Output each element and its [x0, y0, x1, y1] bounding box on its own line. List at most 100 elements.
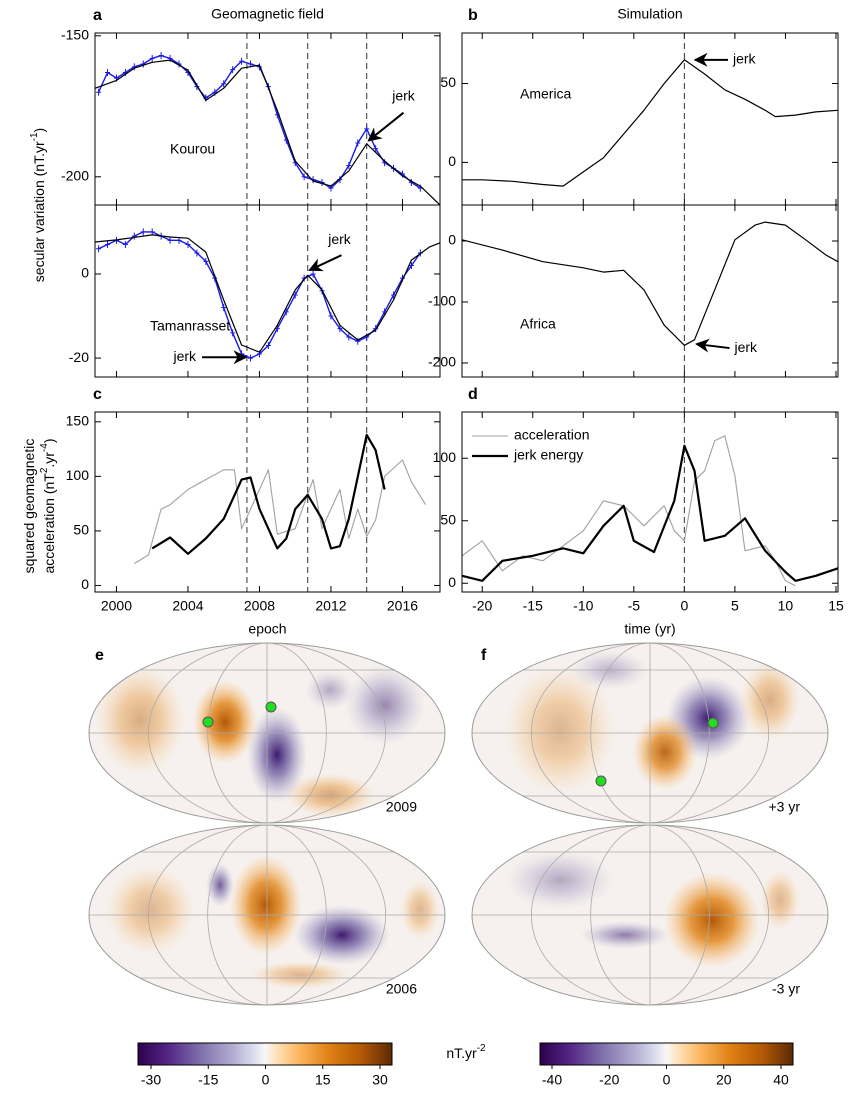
data-line	[151, 433, 386, 555]
map	[472, 825, 828, 1005]
plot-frame	[461, 32, 839, 206]
annotation: jerk	[732, 51, 757, 67]
data-point	[337, 325, 343, 333]
field-blob	[400, 880, 440, 940]
data-point	[122, 241, 128, 249]
x-tick-label: 2000	[101, 598, 132, 614]
field-blob	[285, 773, 375, 817]
panel-letter: a	[93, 7, 102, 24]
station	[707, 717, 719, 729]
data-point	[373, 145, 379, 153]
data-point	[230, 66, 236, 74]
label-part: )	[31, 128, 47, 133]
y-tick-label: 50	[440, 74, 456, 90]
label-part: squared geomagnetic	[21, 439, 37, 574]
map-border	[88, 824, 446, 1006]
annotation: jerk	[327, 231, 352, 247]
data-point	[140, 228, 146, 236]
colorbar-tick-label: 15	[315, 1072, 331, 1088]
data-line	[462, 435, 796, 587]
y-tick-label: -200	[61, 168, 89, 184]
field-blob	[760, 870, 800, 930]
data-point	[319, 178, 325, 186]
data-point	[355, 139, 361, 147]
y-tick-label: 100	[433, 449, 457, 465]
field-blob	[345, 665, 425, 745]
field-blob	[206, 863, 234, 907]
map-label: 2009	[386, 799, 417, 815]
x-axis-label: time (yr)	[624, 621, 675, 637]
label-part: nT.yr	[446, 1045, 477, 1061]
x-tick-label: 2008	[244, 598, 275, 614]
data-point	[239, 57, 245, 65]
colorbar-tick-label: 20	[716, 1072, 732, 1088]
data-line	[462, 221, 838, 346]
field-blob	[247, 707, 307, 803]
y-axis-label: squared geomagnetic	[21, 439, 37, 574]
data-point	[185, 241, 191, 249]
map-border	[88, 642, 446, 824]
data-line	[97, 54, 421, 189]
x-tick-label: 2004	[172, 598, 203, 614]
map-border	[471, 642, 829, 824]
map-label: 2006	[386, 981, 417, 997]
y-tick-label: 0	[448, 232, 456, 248]
x-tick-label: 2016	[387, 598, 418, 614]
colorbar-tick-label: -20	[599, 1072, 619, 1088]
data-point	[328, 312, 334, 320]
field-blob	[95, 665, 185, 775]
colorbar-tick-label: 0	[262, 1072, 270, 1088]
data-line	[95, 59, 440, 205]
data-line	[462, 59, 838, 187]
superscript: -1	[29, 132, 40, 141]
colorbar	[137, 1042, 393, 1066]
colorbar-tick-label: -30	[141, 1072, 161, 1088]
data-point	[373, 325, 379, 333]
plot-frame	[94, 32, 441, 206]
data-point	[355, 337, 361, 345]
y-tick-label: 50	[73, 522, 89, 538]
superscript: -4	[39, 443, 50, 452]
station	[595, 775, 607, 787]
field-blob	[505, 850, 615, 910]
data-point	[301, 173, 307, 181]
data-point	[194, 249, 200, 257]
field-blob	[193, 680, 257, 764]
data-point	[221, 80, 227, 88]
superscript: 2	[39, 467, 50, 473]
x-tick-label: 5	[731, 598, 739, 614]
field-blob	[230, 855, 302, 955]
y-axis-label: acceleration (nT2.yr-4)	[39, 438, 57, 573]
y-tick-label: 0	[81, 576, 89, 592]
colorbar-tick-label: 30	[372, 1072, 388, 1088]
map	[89, 825, 445, 1005]
annotation: jerk	[391, 87, 416, 103]
legend-label: acceleration	[514, 427, 590, 443]
map	[472, 643, 828, 823]
data-line	[462, 444, 838, 582]
map-label: +3 yr	[768, 799, 800, 815]
colorbar-tick-label: -40	[542, 1072, 562, 1088]
x-tick-label: -15	[523, 598, 543, 614]
y-tick-label: 150	[66, 413, 90, 429]
x-tick-label: 10	[778, 598, 794, 614]
y-tick-label: -20	[69, 349, 89, 365]
field-blob	[250, 961, 350, 989]
field-blob	[633, 714, 697, 790]
site-label: Tamanrasset	[150, 318, 230, 334]
panel-title: Simulation	[617, 6, 682, 22]
station	[202, 716, 214, 728]
field-blob	[505, 665, 615, 795]
field-blob	[105, 865, 195, 955]
map-border	[471, 824, 829, 1006]
data-point	[96, 245, 102, 253]
x-tick-label: -10	[573, 598, 593, 614]
y-tick-label: -100	[428, 293, 456, 309]
y-tick-label: 100	[66, 467, 90, 483]
map-label: -3 yr	[772, 981, 800, 997]
colorbar-tick-label: 40	[773, 1072, 789, 1088]
plot-frame	[94, 411, 441, 593]
label-part: )	[41, 438, 57, 443]
x-tick-label: -20	[472, 598, 492, 614]
